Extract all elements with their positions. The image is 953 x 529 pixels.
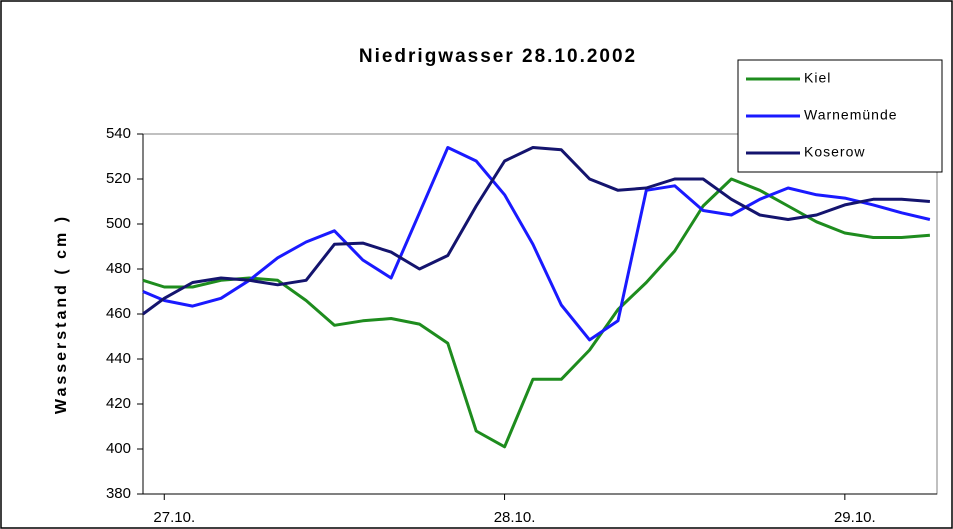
series-line — [142, 146, 931, 316]
x-tick-label: 27.10. — [153, 509, 195, 526]
x-tick-label: 28.10. — [494, 509, 536, 526]
legend-label: Warnemünde — [804, 107, 898, 123]
x-tick-label: 29.10. — [834, 509, 876, 526]
y-tick-label: 420 — [106, 395, 131, 412]
y-axis-label: Wasserstand ( cm ) — [53, 214, 70, 414]
y-tick-label: 400 — [106, 440, 131, 457]
y-tick-label: 440 — [106, 350, 131, 367]
series-line — [142, 146, 931, 342]
legend-label: Koserow — [804, 144, 865, 160]
y-tick-label: 520 — [106, 170, 131, 187]
y-tick-label: 540 — [106, 125, 131, 142]
y-tick-label: 500 — [106, 215, 131, 232]
y-tick-label: 460 — [106, 305, 131, 322]
y-tick-label: 480 — [106, 260, 131, 277]
chart-title: Niedrigwasser 28.10.2002 — [359, 46, 637, 67]
legend-label: Kiel — [804, 70, 831, 86]
series-line — [142, 177, 931, 449]
y-tick-label: 380 — [106, 485, 131, 502]
